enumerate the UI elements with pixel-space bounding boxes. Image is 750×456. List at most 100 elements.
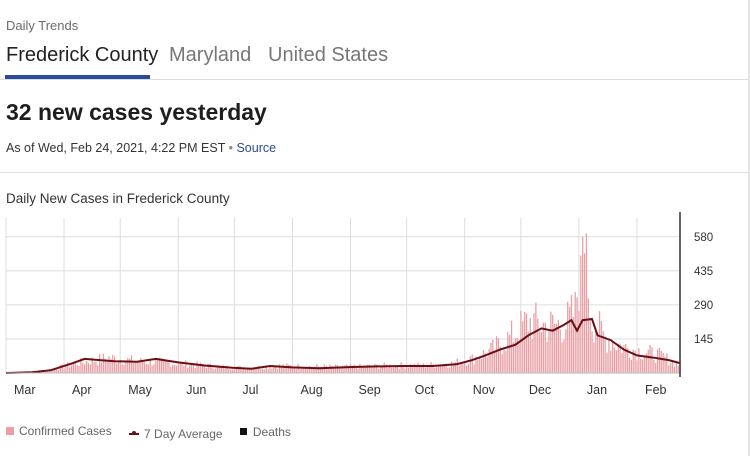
daily-case-bar <box>359 363 361 373</box>
daily-case-bar <box>113 356 116 373</box>
daily-case-bar <box>409 364 412 373</box>
daily-case-bar <box>104 358 106 373</box>
daily-case-bar <box>151 365 153 373</box>
legend-confirmed-cases[interactable]: Confirmed Cases <box>6 424 112 438</box>
tab-frederick-county[interactable]: Frederick County <box>6 44 159 66</box>
legend-7-day-average[interactable]: 7 Day Average <box>129 427 223 441</box>
daily-case-bar <box>458 365 460 373</box>
cases-headline: 32 new cases yesterday <box>6 99 267 125</box>
daily-case-bar <box>583 253 586 373</box>
daily-case-bar <box>538 331 541 373</box>
x-tick-label: Jun <box>186 383 206 397</box>
daily-case-bar <box>278 364 281 373</box>
daily-case-bar <box>215 368 217 373</box>
daily-case-bar <box>187 368 189 373</box>
daily-case-bar <box>379 366 382 373</box>
daily-case-bar <box>245 369 247 373</box>
daily-case-bar <box>574 291 576 373</box>
daily-case-bar <box>334 364 337 373</box>
daily-case-bar <box>544 322 546 373</box>
daily-case-bar <box>432 364 434 373</box>
daily-case-bar <box>188 365 191 373</box>
daily-case-bar <box>267 369 269 373</box>
daily-case-bar <box>321 368 324 373</box>
daily-case-bar <box>149 359 151 373</box>
source-link[interactable]: Source <box>236 141 277 155</box>
daily-case-bar <box>361 366 363 373</box>
daily-case-bar <box>411 367 413 373</box>
daily-case-bar <box>185 360 187 373</box>
legend-deaths[interactable]: Deaths <box>239 425 291 439</box>
daily-case-bar <box>524 311 526 373</box>
daily-case-bar <box>540 331 543 373</box>
daily-case-bar <box>314 366 316 373</box>
daily-case-bar <box>304 367 307 373</box>
daily-case-bar <box>82 362 84 373</box>
daily-case-bar <box>166 361 168 373</box>
daily-case-bar <box>546 341 548 373</box>
daily-case-bar <box>434 367 436 373</box>
daily-case-bar <box>673 366 676 373</box>
daily-case-bar <box>372 366 374 373</box>
daily-case-bar <box>70 365 73 373</box>
daily-case-bar <box>327 366 329 373</box>
region-tabs: Frederick County Maryland United States <box>0 42 748 80</box>
daily-case-bar <box>488 349 490 373</box>
daily-case-bar <box>235 367 237 373</box>
daily-case-bar <box>675 362 677 373</box>
x-tick-label: May <box>128 383 152 397</box>
daily-case-bar <box>557 319 560 373</box>
daily-case-bar <box>224 368 226 373</box>
daily-case-bar <box>649 345 651 373</box>
tab-maryland[interactable]: Maryland <box>169 44 252 66</box>
daily-case-bar <box>553 323 556 373</box>
daily-case-bar <box>198 365 200 373</box>
daily-case-bar <box>518 342 520 373</box>
daily-case-bar <box>117 362 120 373</box>
daily-case-bar <box>503 349 505 373</box>
daily-case-bar <box>233 369 236 373</box>
daily-case-bar <box>138 361 140 373</box>
daily-case-bar <box>625 343 627 373</box>
daily-case-bar <box>430 362 432 373</box>
daily-case-bar <box>318 366 320 373</box>
x-tick-label: Aug <box>300 383 322 397</box>
daily-case-bar <box>177 364 179 373</box>
daily-case-bar <box>78 365 80 373</box>
daily-case-bar <box>119 359 121 373</box>
daily-case-bar <box>248 367 251 373</box>
daily-case-bar <box>563 339 565 373</box>
daily-case-bar <box>63 368 65 373</box>
tab-united-states[interactable]: United States <box>268 44 389 66</box>
daily-case-bar <box>606 352 608 373</box>
daily-case-bar <box>293 367 296 373</box>
daily-case-bar <box>402 365 404 373</box>
daily-case-bar <box>456 358 458 373</box>
daily-case-bar <box>404 368 406 373</box>
daily-case-bar <box>582 236 584 373</box>
daily-case-bar <box>42 371 45 373</box>
daily-case-bar <box>132 362 135 373</box>
daily-case-bar <box>209 363 211 373</box>
daily-case-bar <box>348 366 350 373</box>
daily-case-bar <box>157 358 159 373</box>
daily-case-bar <box>495 336 498 373</box>
daily-case-bar <box>527 331 530 373</box>
daily-case-bar <box>499 346 501 373</box>
daily-case-bar <box>106 361 108 373</box>
daily-case-bar <box>655 362 657 373</box>
daily-case-bar <box>211 367 213 373</box>
daily-case-bar <box>376 364 378 373</box>
legend-swatch-line <box>129 431 140 435</box>
daily-case-bar <box>441 365 443 373</box>
daily-case-bar <box>542 322 545 373</box>
daily-case-bar <box>656 349 659 373</box>
x-tick-label: Nov <box>473 383 496 397</box>
daily-case-bar <box>387 367 389 373</box>
daily-case-bar <box>158 357 161 373</box>
daily-case-bar <box>598 311 601 373</box>
daily-case-bar <box>658 347 661 373</box>
legend-label: 7 Day Average <box>144 427 223 441</box>
daily-case-bar <box>331 366 333 373</box>
daily-case-bar <box>580 255 582 373</box>
